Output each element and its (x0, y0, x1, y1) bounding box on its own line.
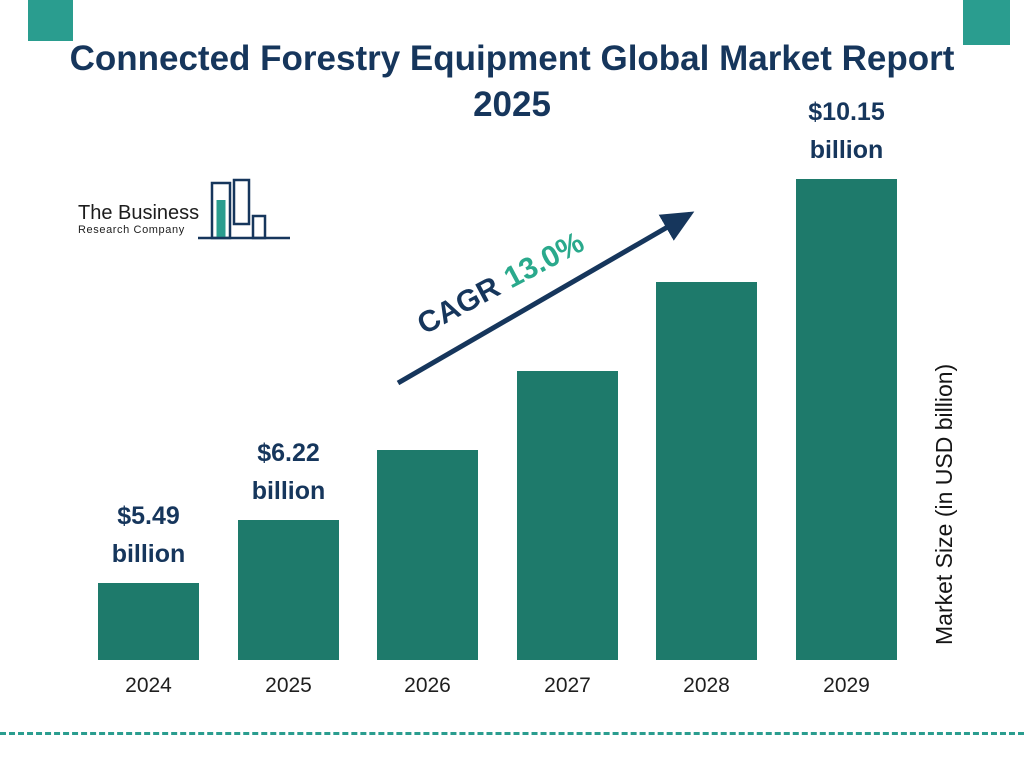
corner-decoration-top-right (963, 0, 1010, 45)
x-axis-label-2024: 2024 (125, 674, 172, 697)
logo-text-secondary: Research Company (78, 224, 185, 236)
x-axis-label-2027: 2027 (544, 674, 591, 697)
bar-value-label-2024: $5.49 billion (111, 502, 186, 568)
corner-decoration-top-left (28, 0, 73, 41)
bar-2024 (98, 583, 199, 660)
bar-value-label-2029: $10.15 billion (808, 98, 885, 164)
x-axis-label-2026: 2026 (404, 674, 451, 697)
logo-text-primary: The Business (78, 202, 200, 224)
logo-text: The Business Research Company (78, 202, 199, 237)
company-logo: The Business Research Company (78, 178, 293, 253)
page-title: Connected Forestry Equipment Global Mark… (69, 39, 955, 124)
y-axis-title: Market Size (in USD billion) (931, 363, 957, 645)
bar-2026 (377, 450, 478, 660)
bar-2028 (656, 282, 757, 660)
bar-2027 (517, 371, 618, 660)
bottom-dashed-divider (0, 732, 1024, 735)
bar-value-label-2025: $6.22 billion (251, 439, 326, 505)
x-axis-label-2028: 2028 (683, 674, 730, 697)
bar-chart-logo-icon (198, 178, 294, 257)
x-axis-label-2025: 2025 (265, 674, 312, 697)
bar-2025 (238, 520, 339, 660)
bar-2029 (796, 179, 897, 660)
x-axis-label-2029: 2029 (823, 674, 870, 697)
